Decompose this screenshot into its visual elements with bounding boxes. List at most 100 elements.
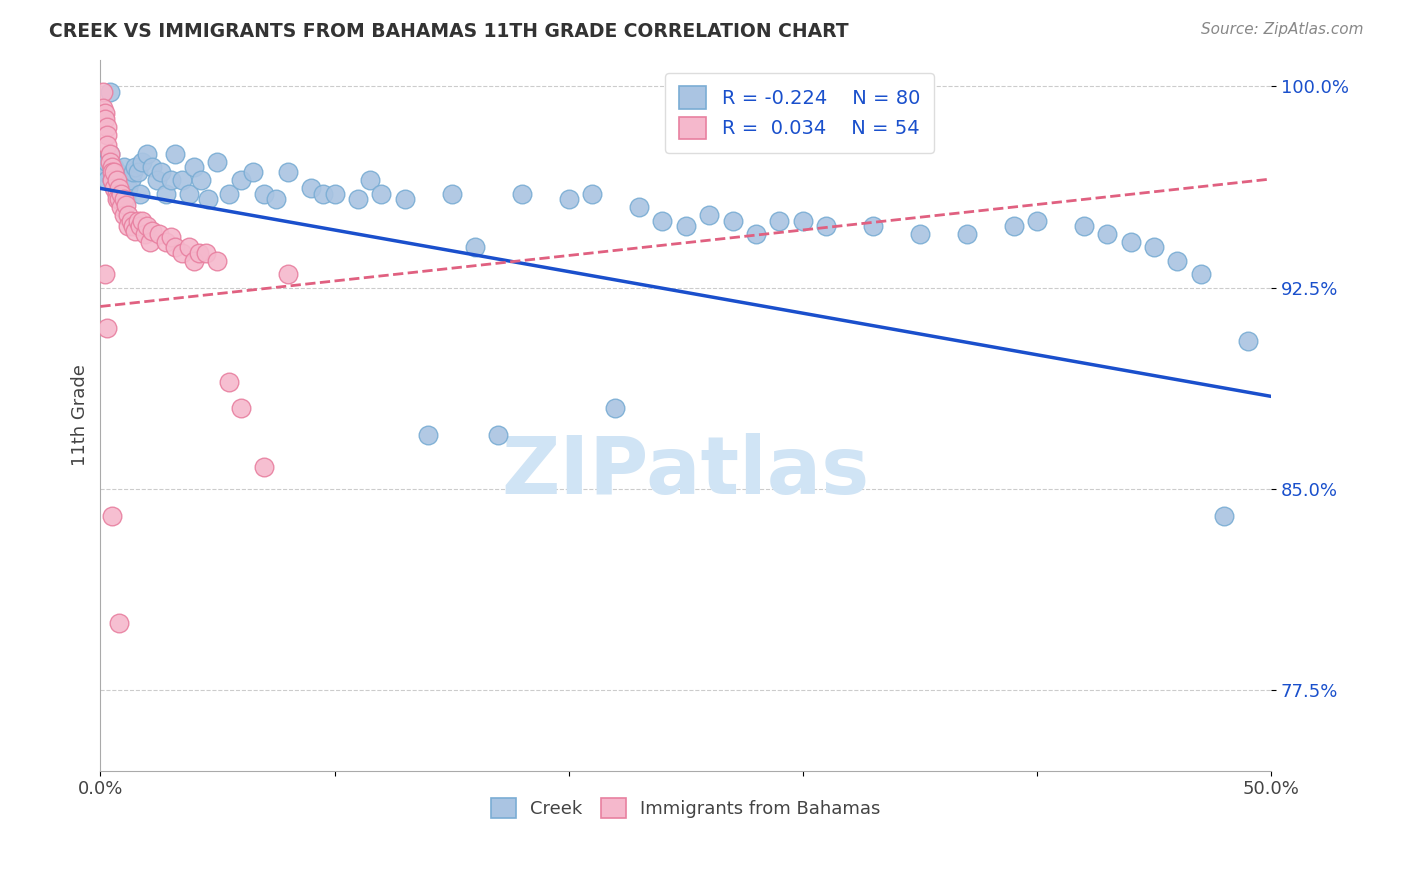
Point [194, 245, 217, 260]
Point [1119, 235, 1142, 249]
Point [1143, 240, 1166, 254]
Point [253, 460, 276, 475]
Point [141, 224, 163, 238]
Point [697, 208, 720, 222]
Point [1236, 334, 1258, 349]
Point [117, 219, 139, 233]
Point [908, 227, 931, 241]
Point [120, 173, 142, 187]
Point [101, 508, 124, 523]
Point [94, 267, 117, 281]
Point [105, 192, 128, 206]
Point [165, 240, 187, 254]
Point [103, 165, 125, 179]
Point [229, 173, 252, 187]
Text: ZIPatlas: ZIPatlas [502, 433, 870, 511]
Point [96, 138, 118, 153]
Point [110, 186, 132, 201]
Point [122, 165, 145, 179]
Point [1073, 219, 1095, 233]
Point [141, 160, 163, 174]
Point [394, 192, 416, 206]
Point [159, 173, 181, 187]
Point [131, 213, 153, 227]
Point [136, 219, 159, 233]
Point [155, 186, 177, 201]
Point [115, 197, 138, 211]
Point [792, 213, 814, 227]
Point [155, 235, 177, 249]
Point [94, 165, 117, 179]
Point [96, 120, 118, 134]
Point [134, 227, 156, 241]
Point [103, 160, 125, 174]
Point [183, 253, 205, 268]
Point [115, 192, 138, 206]
Point [101, 165, 124, 179]
Point [370, 186, 392, 201]
Point [91, 85, 114, 99]
Point [464, 240, 486, 254]
Point [117, 181, 139, 195]
Point [605, 401, 627, 416]
Point [108, 181, 131, 195]
Point [91, 160, 114, 174]
Point [96, 321, 118, 335]
Point [124, 224, 146, 238]
Point [108, 181, 131, 195]
Point [1026, 213, 1049, 227]
Text: Source: ZipAtlas.com: Source: ZipAtlas.com [1201, 22, 1364, 37]
Point [96, 173, 118, 187]
Y-axis label: 11th Grade: 11th Grade [72, 364, 89, 467]
Point [105, 165, 128, 179]
Point [112, 186, 135, 201]
Point [91, 101, 114, 115]
Point [124, 160, 146, 174]
Point [253, 186, 276, 201]
Point [127, 165, 149, 179]
Point [98, 154, 121, 169]
Point [183, 160, 205, 174]
Point [101, 173, 124, 187]
Point [112, 192, 135, 206]
Point [112, 160, 135, 174]
Point [229, 401, 252, 416]
Point [510, 186, 533, 201]
Point [108, 192, 131, 206]
Point [1095, 227, 1118, 241]
Point [103, 173, 125, 187]
Point [120, 213, 142, 227]
Point [359, 173, 381, 187]
Point [347, 192, 370, 206]
Point [98, 85, 121, 99]
Text: CREEK VS IMMIGRANTS FROM BAHAMAS 11TH GRADE CORRELATION CHART: CREEK VS IMMIGRANTS FROM BAHAMAS 11TH GR… [49, 22, 849, 41]
Point [557, 192, 579, 206]
Point [96, 128, 118, 142]
Point [98, 146, 121, 161]
Point [159, 229, 181, 244]
Point [1189, 267, 1212, 281]
Point [190, 173, 212, 187]
Point [148, 227, 170, 241]
Point [651, 213, 673, 227]
Point [105, 173, 128, 187]
Point [165, 146, 187, 161]
Point [101, 160, 124, 174]
Point [172, 173, 194, 187]
Point [187, 245, 209, 260]
Point [264, 192, 287, 206]
Point [745, 227, 768, 241]
Point [138, 235, 160, 249]
Point [150, 165, 173, 179]
Point [418, 428, 440, 442]
Point [721, 213, 744, 227]
Point [101, 173, 124, 187]
Point [94, 106, 117, 120]
Point [112, 208, 135, 222]
Point [218, 186, 240, 201]
Point [127, 213, 149, 227]
Point [122, 219, 145, 233]
Point [768, 213, 790, 227]
Point [218, 375, 240, 389]
Point [277, 267, 299, 281]
